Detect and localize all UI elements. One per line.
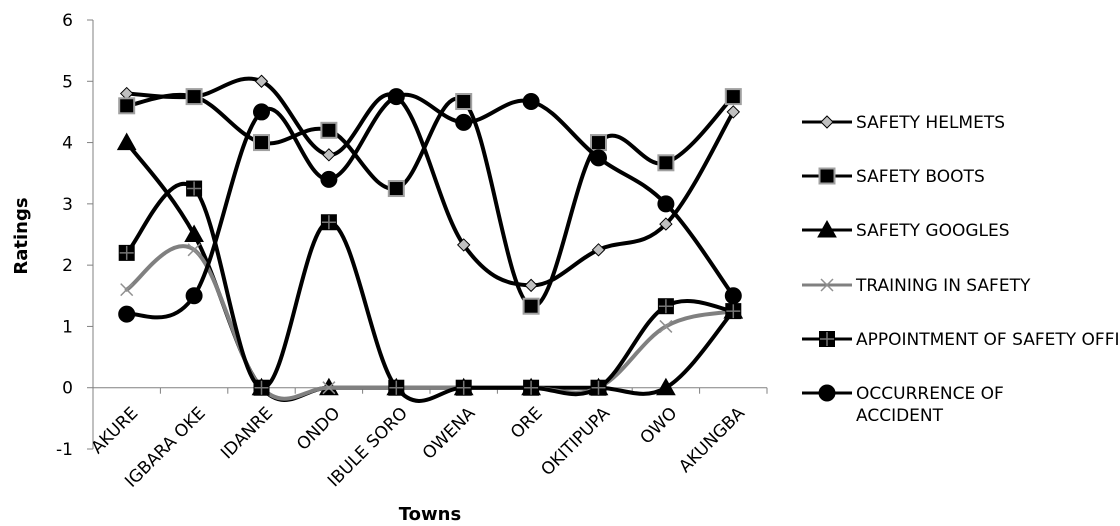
series-2	[116, 132, 744, 402]
data-point	[656, 377, 676, 396]
data-point	[322, 381, 336, 395]
series-line	[124, 76, 736, 288]
legend-item: OCCURRENCE OF ACCIDENT	[802, 384, 1004, 426]
data-point	[387, 180, 405, 198]
series-line	[124, 92, 736, 320]
series-line	[124, 244, 736, 401]
x-tick-label: ONDO	[293, 403, 344, 454]
series-3	[120, 243, 740, 401]
plot-area	[116, 74, 744, 403]
data-point	[254, 74, 269, 88]
data-point	[726, 105, 741, 119]
data-point	[657, 298, 674, 315]
legend-item: TRAINING IN SAFETY	[802, 276, 1031, 296]
legend: SAFETY HELMETS SAFETY BOOTS SAFETY GOOGLES…	[802, 113, 1120, 426]
data-point	[118, 244, 135, 261]
series-5	[118, 88, 742, 323]
series-line	[124, 140, 736, 402]
legend-item: SAFETY HELMETS	[802, 113, 1005, 133]
legend-item: SAFETY GOOGLES	[802, 219, 1010, 241]
data-point	[388, 379, 405, 396]
data-point	[320, 170, 338, 188]
data-point	[659, 319, 673, 333]
data-point	[455, 113, 473, 131]
data-point	[120, 283, 134, 297]
y-tick-label: -1	[56, 440, 73, 460]
data-point	[590, 149, 607, 167]
x-tick-label: IDANRE	[217, 403, 277, 463]
series-line	[124, 182, 736, 403]
legend-marker	[819, 331, 835, 347]
legend-marker	[818, 384, 836, 402]
series-line	[124, 92, 736, 309]
x-tick-label: OWENA	[419, 403, 480, 464]
legend-marker	[820, 278, 834, 292]
x-tick-label: OWO	[636, 403, 681, 448]
legend-label: APPOINTMENT OF SAFETY OFFICERS	[856, 330, 1120, 350]
y-tick-label: 3	[62, 195, 73, 215]
data-point	[590, 379, 607, 396]
data-point	[523, 379, 540, 396]
legend-item: SAFETY BOOTS	[802, 167, 985, 187]
y-tick-label: 0	[62, 379, 73, 399]
data-point	[185, 88, 203, 106]
x-tick-label: ORE	[507, 403, 547, 443]
data-point	[659, 217, 673, 231]
x-tick-label: AKURE	[88, 403, 143, 458]
data-point	[522, 93, 540, 111]
y-tick-label: 4	[62, 134, 73, 154]
legend-label: SAFETY HELMETS	[856, 113, 1005, 133]
data-point	[118, 305, 136, 323]
data-point	[657, 195, 675, 213]
legend-marker	[817, 219, 837, 238]
legend-item: APPOINTMENT OF SAFETY OFFICERS	[802, 330, 1120, 350]
data-point	[725, 303, 742, 320]
legend-marker	[818, 167, 836, 185]
data-point	[185, 287, 203, 305]
legend-label: OCCURRENCE OF ACCIDENT	[856, 384, 1004, 426]
legend-label: TRAINING IN SAFETY	[855, 276, 1031, 296]
data-point	[253, 103, 270, 121]
data-point	[320, 214, 337, 231]
legend-label: SAFETY BOOTS	[856, 167, 985, 187]
series-1	[118, 88, 742, 315]
x-axis-title: Towns	[399, 504, 461, 525]
legend-marker	[820, 115, 834, 129]
y-tick-label: 5	[62, 72, 73, 92]
y-axis: -1 0 1 2 3 4 5 6	[56, 11, 94, 460]
x-tick-label: AKUNGBA	[675, 403, 749, 477]
y-tick-label: 1	[62, 317, 73, 337]
data-point	[253, 379, 270, 396]
data-point	[187, 243, 201, 257]
data-point	[455, 379, 472, 396]
data-point	[186, 180, 203, 197]
data-point	[320, 121, 338, 139]
data-point	[116, 132, 137, 151]
y-tick-label: 6	[62, 11, 73, 31]
data-point	[724, 287, 742, 305]
data-point	[322, 148, 336, 162]
data-point	[524, 278, 538, 293]
legend-label: SAFETY GOOGLES	[856, 221, 1010, 241]
data-point	[591, 243, 606, 257]
data-point	[456, 238, 471, 252]
x-tick-label: OKITIPUPA	[537, 403, 614, 480]
data-point	[455, 93, 473, 111]
series-4	[118, 180, 742, 403]
data-point	[387, 88, 405, 106]
data-point	[590, 134, 607, 152]
y-axis-title: Ratings	[11, 197, 32, 274]
data-point	[184, 224, 204, 242]
data-point	[724, 88, 742, 106]
data-point	[657, 154, 675, 172]
y-tick-label: 2	[62, 256, 73, 276]
data-point	[253, 134, 270, 152]
data-point	[522, 297, 540, 315]
data-point	[118, 97, 136, 115]
